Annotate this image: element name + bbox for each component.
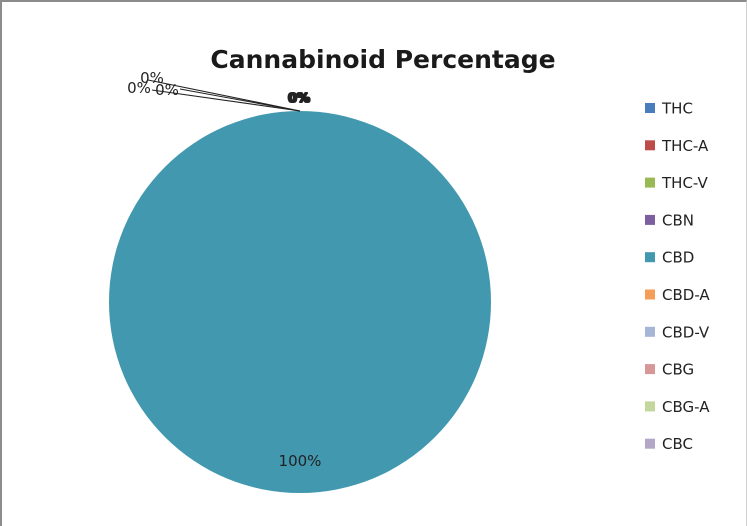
- data-label-thc: 0%: [140, 69, 164, 87]
- legend-swatch-cbg-a: [645, 401, 655, 412]
- data-label-thc-v: 0%: [155, 81, 179, 99]
- pie-slice-cbd: [109, 111, 491, 493]
- legend-label-cbg-a: CBG-A: [662, 398, 710, 416]
- legend-label-cbd-a: CBD-A: [662, 286, 710, 304]
- data-label-cbc: 0%: [289, 91, 311, 106]
- legend-label-thc-v: THC-V: [661, 174, 708, 192]
- data-label-cbd-v: 0%: [289, 92, 311, 107]
- legend-swatch-cbc: [645, 438, 655, 449]
- pie-slices: [109, 111, 491, 493]
- data-label-cbd-a: 0%: [288, 91, 310, 106]
- leader-lines: [147, 79, 301, 112]
- leader-line: [179, 88, 301, 112]
- data-label-cbn: 0%: [287, 92, 309, 107]
- legend-swatch-cbd-v: [645, 326, 655, 337]
- legend-label-cbn: CBN: [662, 211, 694, 229]
- legend-label-thc: THC: [661, 100, 693, 118]
- leader-line: [151, 89, 301, 112]
- data-label-cbg: 0%: [288, 92, 310, 107]
- legend-label-cbd: CBD: [662, 249, 694, 267]
- data-label-cbg-a: 0%: [287, 91, 309, 106]
- legend-swatch-cbd-a: [645, 289, 655, 300]
- legend: THC THC-A THC-V CBN CBD CBD-A CBD-V CBG CBG-A CBC: [645, 100, 710, 453]
- legend-swatch-thc-a: [645, 140, 655, 151]
- legend-label-cbg: CBG: [662, 361, 694, 379]
- legend-label-cbc: CBC: [662, 435, 693, 453]
- legend-label-thc-a: THC-A: [661, 137, 709, 155]
- legend-swatch-cbd: [645, 252, 655, 263]
- legend-label-cbd-v: CBD-V: [662, 323, 710, 341]
- legend-swatch-thc: [645, 103, 655, 113]
- data-label-cbd: 100%: [279, 452, 322, 470]
- legend-swatch-thc-v: [645, 177, 655, 188]
- legend-swatch-cbn: [645, 214, 655, 225]
- data-labels: 0%0% 0%0%100%0%0%0%0%0%: [127, 69, 321, 470]
- data-label-thc-a: 0%: [127, 79, 151, 97]
- legend-swatch-cbg: [645, 364, 655, 375]
- chart-title: Cannabinoid Percentage: [210, 45, 555, 74]
